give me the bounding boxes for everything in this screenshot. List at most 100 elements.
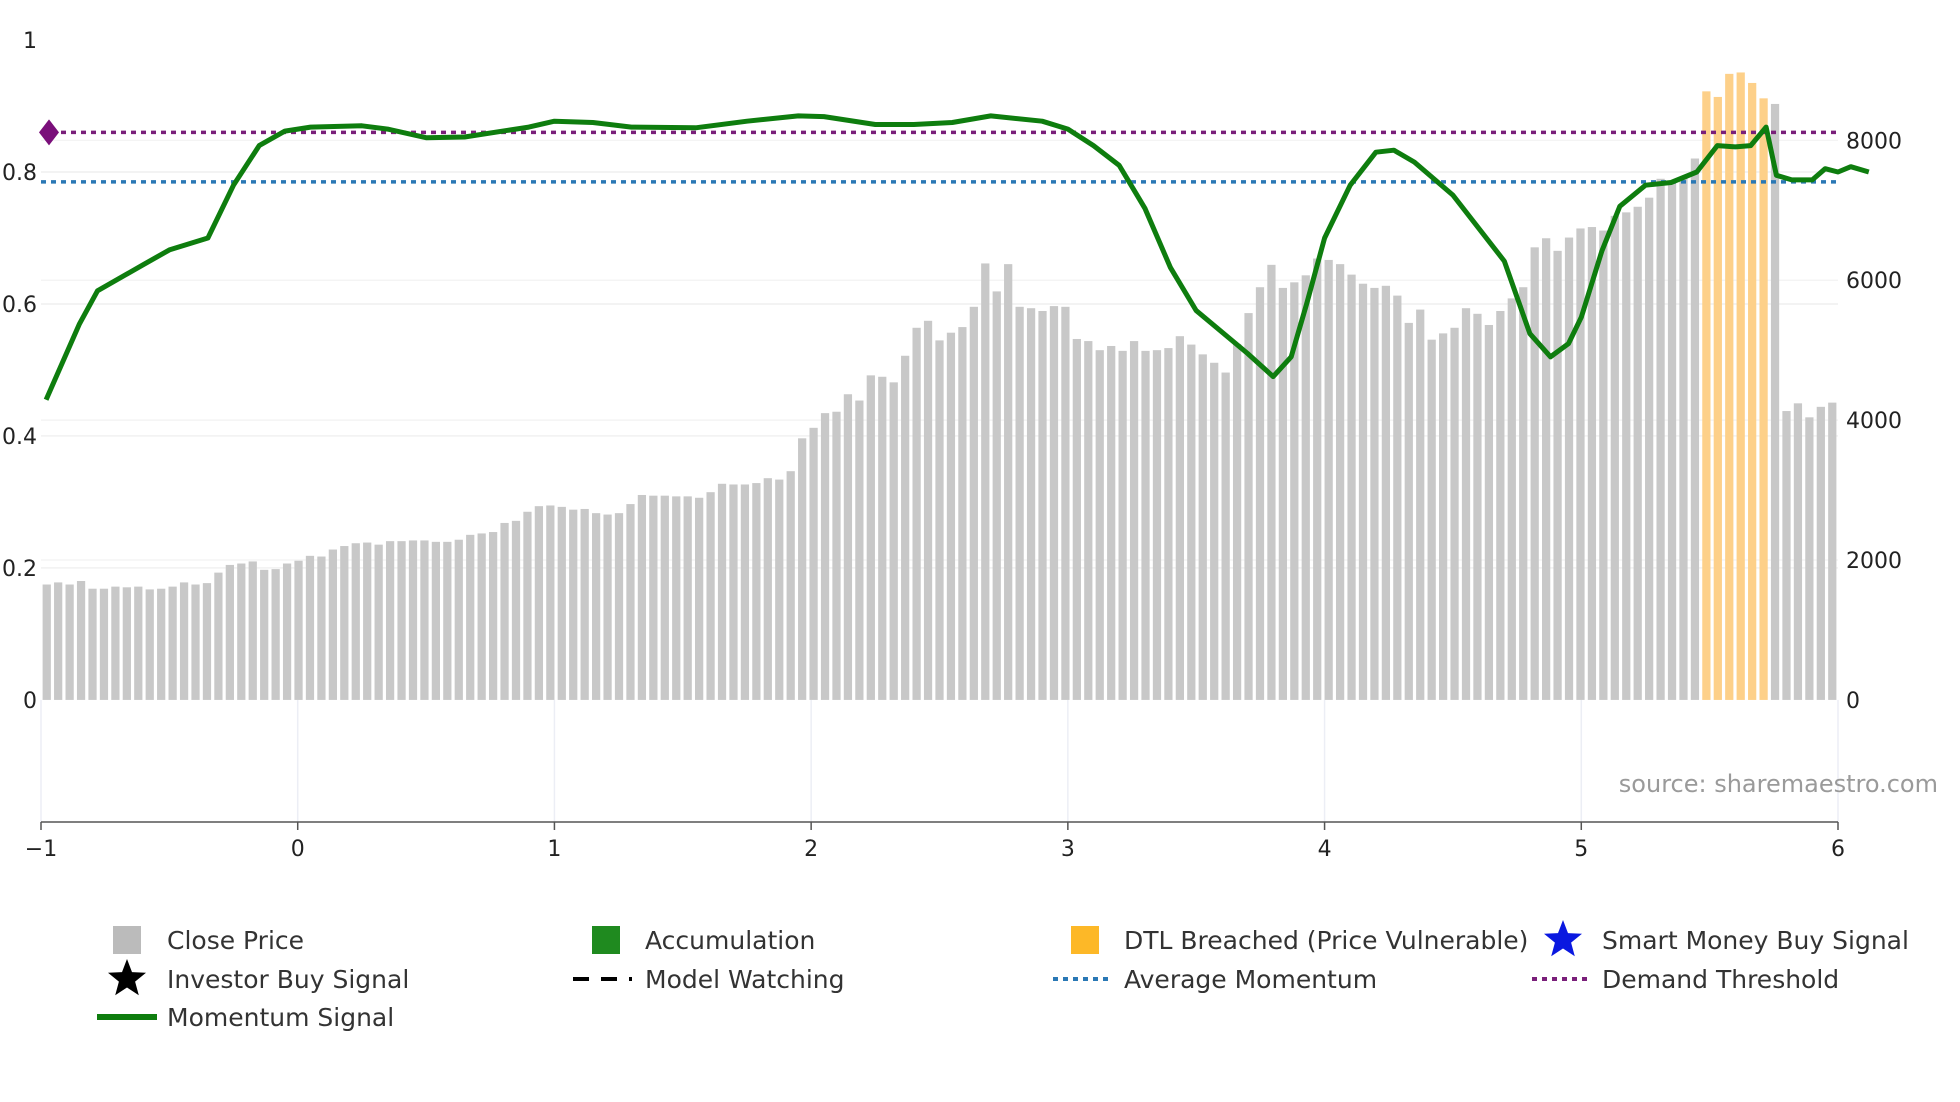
close-price-bar	[1770, 103, 1780, 700]
close-price-bar	[1645, 197, 1654, 700]
close-price-bar	[1129, 341, 1139, 700]
close-price-bar	[901, 355, 910, 700]
close-price-bar	[1759, 98, 1768, 700]
close-price-bar	[1335, 264, 1345, 700]
close-price-bar	[912, 327, 921, 700]
x-tick-label: −1	[25, 837, 57, 862]
close-price-bar	[122, 587, 131, 700]
close-price-bar	[1267, 264, 1276, 700]
close-price-bar	[546, 505, 555, 700]
close-price-bar	[878, 376, 887, 700]
close-price-bar	[1313, 258, 1322, 700]
close-price-bar	[1713, 96, 1722, 700]
close-price-bar	[1748, 82, 1757, 700]
close-price-bar	[798, 438, 807, 700]
close-price-bar	[1095, 350, 1104, 700]
close-price-bar	[992, 291, 1001, 700]
y-left-tick-label: 0.8	[2, 161, 37, 186]
close-price-bar	[1702, 91, 1711, 700]
close-price-bar	[695, 497, 704, 700]
close-price-bar	[431, 541, 441, 700]
legend-demand-threshold: Demand Threshold	[1602, 965, 1839, 994]
close-price-bar	[1210, 362, 1219, 700]
close-price-bar	[832, 411, 841, 700]
close-price-bar	[1679, 178, 1688, 700]
accumulation-swatch-icon	[592, 926, 620, 954]
close-price-bar	[1633, 206, 1642, 700]
close-price-bar	[1610, 215, 1619, 700]
close-price-bar	[1416, 309, 1425, 700]
close-price-bar	[592, 513, 601, 700]
momentum-signal-line	[43, 113, 1870, 401]
close-price-bar	[65, 584, 74, 700]
close-price-bar	[1347, 274, 1356, 700]
close-price-swatch-icon	[113, 926, 141, 954]
close-price-bar	[1072, 338, 1081, 700]
x-tick-label: 6	[1831, 837, 1845, 862]
x-tick-label: 3	[1061, 837, 1075, 862]
close-price-bar	[603, 514, 612, 700]
y-right-tick-label: 2000	[1846, 549, 1902, 574]
close-price-bar	[1736, 72, 1745, 700]
close-price-bar	[523, 511, 532, 700]
close-price-bar	[889, 382, 898, 700]
close-price-bar	[134, 586, 143, 700]
close-price-bar	[1828, 402, 1837, 700]
close-price-bar	[1244, 313, 1253, 700]
close-price-bar	[1198, 354, 1207, 700]
close-price-bar	[1187, 344, 1196, 700]
close-price-bar	[294, 560, 303, 700]
legend-model-watching: Model Watching	[645, 965, 845, 994]
close-price-bar	[717, 483, 727, 700]
close-price-bar	[1599, 230, 1608, 700]
close-price-bar	[305, 555, 315, 700]
close-price-bar	[260, 569, 269, 700]
close-price-bar	[1622, 212, 1631, 700]
close-price-bar	[1484, 324, 1494, 700]
x-tick-label: 1	[547, 837, 561, 862]
close-price-bar	[54, 582, 63, 700]
close-price-bar	[145, 589, 154, 700]
close-price-bar	[397, 541, 406, 700]
close-price-bar	[1576, 228, 1585, 700]
close-price-bar	[1438, 333, 1448, 700]
close-price-bar	[752, 483, 761, 700]
tick-labels: −1 0 1 2 3 4 5 6 0 0.2 0.4 0.6 0.8 1 0 2000 4000 6000 8000	[2, 29, 1902, 862]
close-price-bar	[740, 484, 750, 700]
close-price-bar	[443, 541, 452, 700]
close-price-bar	[1507, 298, 1516, 700]
close-price-bar	[385, 541, 395, 700]
close-price-bar	[855, 400, 864, 700]
close-price-bar	[328, 549, 337, 700]
close-price-bar	[500, 522, 509, 700]
close-price-bar	[1553, 250, 1562, 700]
close-price-bar	[935, 340, 944, 700]
close-price-bar	[225, 564, 234, 700]
close-price-bar	[660, 495, 669, 700]
close-price-bar	[1805, 417, 1814, 700]
close-price-bar	[1301, 275, 1310, 700]
close-price-bar	[111, 586, 120, 700]
legend-momentum-signal: Momentum Signal	[167, 1003, 394, 1032]
close-price-bar	[408, 540, 418, 700]
close-price-bar	[374, 544, 383, 700]
close-price-bar	[1152, 350, 1162, 700]
y-left-tick-label: 0.4	[2, 425, 37, 450]
close-price-bar	[248, 561, 257, 700]
close-price-bar	[477, 533, 486, 700]
close-price-bar	[683, 496, 692, 700]
close-price-bar	[1496, 310, 1505, 700]
close-price-bar	[1450, 327, 1459, 700]
legend-average-momentum: Average Momentum	[1124, 965, 1377, 994]
close-price-bar	[466, 534, 475, 700]
close-price-bar	[88, 588, 97, 700]
close-price-bar	[271, 569, 280, 700]
close-price-bar	[969, 306, 978, 700]
close-price-bar	[1141, 350, 1150, 700]
close-price-bar	[99, 588, 109, 700]
close-price-bar	[672, 496, 681, 700]
close-price-bar	[511, 520, 521, 700]
close-price-bar	[179, 582, 189, 700]
close-price-bar	[168, 586, 177, 700]
